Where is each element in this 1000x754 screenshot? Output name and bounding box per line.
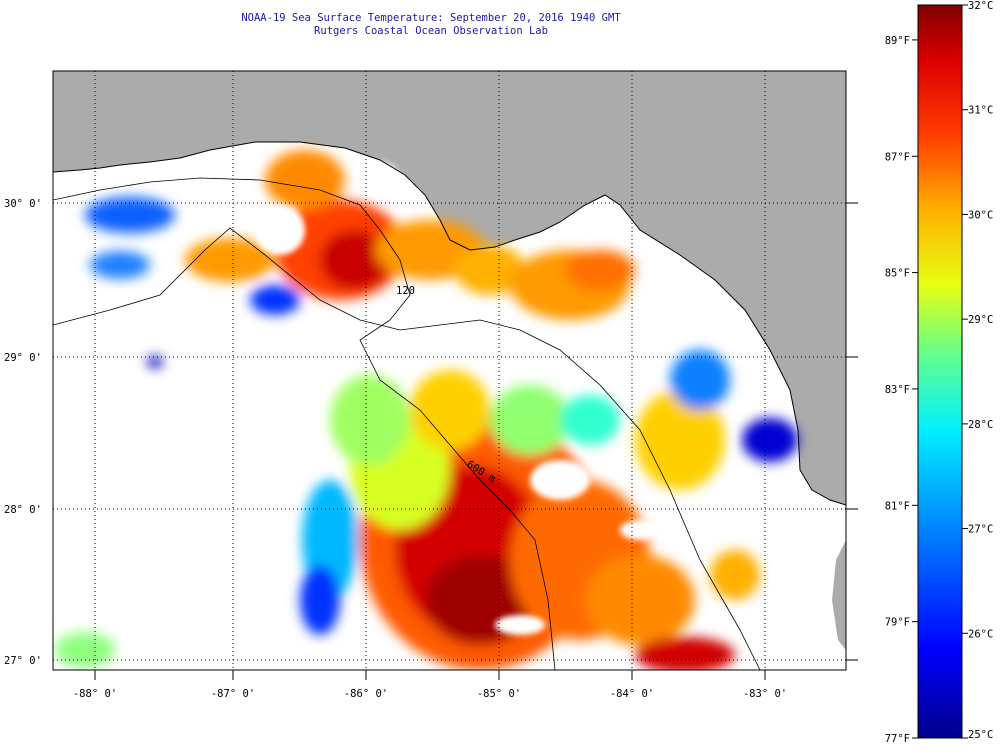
colorbar-label-celsius: 26°C	[968, 628, 993, 640]
sst-patch	[55, 632, 115, 668]
map-frame	[52, 70, 847, 671]
colorbar-label-fahrenheit: 77°F	[885, 733, 910, 745]
sst-patch	[560, 395, 620, 445]
sst-patch	[635, 637, 735, 670]
lat-label: 27° 0'	[4, 655, 42, 667]
colorbar-label-fahrenheit: 81°F	[885, 500, 910, 512]
colorbar-label-celsius: 31°C	[968, 105, 993, 117]
colorbar-label-celsius: 30°C	[968, 209, 993, 221]
sst-patch	[455, 245, 525, 295]
colorbar-label-fahrenheit: 89°F	[885, 35, 910, 47]
sst-patch	[742, 418, 798, 462]
colorbar-label-fahrenheit: 83°F	[885, 384, 910, 396]
sst-patch	[185, 238, 275, 282]
lon-label: -86° 0'	[344, 688, 388, 700]
lon-label: -87° 0'	[211, 688, 255, 700]
coastline	[53, 141, 846, 506]
land-peninsula-tip	[832, 540, 846, 650]
colorbar-celsius-scale: 32°C 31°C 30°C 29°C 28°C 27°C 26°C 25°C	[962, 0, 993, 741]
sst-patch	[300, 565, 340, 635]
colorbar-label-fahrenheit: 85°F	[885, 268, 910, 280]
colorbar-label-celsius: 25°C	[968, 729, 993, 741]
isobath-120	[53, 227, 761, 670]
isobath-600	[53, 177, 556, 670]
map-title: NOAA-19 Sea Surface Temperature: Septemb…	[241, 12, 621, 24]
cloud-cover	[255, 162, 660, 635]
lat-label: 28° 0'	[4, 504, 42, 516]
colorbar-label-celsius: 28°C	[968, 419, 993, 431]
sst-patch	[490, 385, 570, 455]
cloud	[255, 205, 305, 255]
lon-label: -88° 0'	[73, 688, 117, 700]
cloud	[495, 615, 545, 635]
map-area	[53, 71, 846, 670]
sst-patch	[565, 250, 635, 290]
colorbar-label-fahrenheit: 87°F	[885, 151, 910, 163]
sst-patch	[670, 350, 730, 410]
cloud	[370, 315, 510, 355]
cloud	[620, 520, 660, 540]
colorbar-label-fahrenheit: 79°F	[885, 617, 910, 629]
sst-patch	[710, 550, 760, 600]
sst-patch	[250, 285, 300, 315]
sst-patch	[320, 230, 390, 290]
sst-patch	[265, 150, 345, 210]
graticule	[53, 71, 846, 670]
sst-patch	[85, 197, 175, 233]
sst-patch	[410, 370, 490, 450]
sst-field	[55, 150, 798, 670]
sst-patch	[90, 251, 150, 279]
colorbar-label-celsius: 32°C	[968, 0, 993, 12]
lon-label: -85° 0'	[477, 688, 521, 700]
lat-label: 29° 0'	[4, 352, 42, 364]
colorbar-label-celsius: 29°C	[968, 314, 993, 326]
land-north	[53, 71, 846, 505]
map-subtitle: Rutgers Coastal Ocean Observation Lab	[314, 25, 548, 37]
cloud	[530, 460, 590, 500]
sst-patch	[585, 555, 695, 645]
sst-patch	[330, 375, 410, 465]
cloud	[360, 162, 400, 198]
colorbar	[917, 4, 963, 739]
colorbar-label-celsius: 27°C	[968, 524, 993, 536]
contour-label-120: 120	[396, 285, 415, 297]
sst-patch	[147, 356, 163, 368]
colorbar-fahrenheit-scale: 89°F 87°F 85°F 83°F 81°F 79°F 77°F	[885, 35, 918, 745]
lon-label: -84° 0'	[610, 688, 654, 700]
axis-ticks	[94, 202, 858, 680]
lat-label: 30° 0'	[4, 198, 42, 210]
lon-label: -83° 0'	[743, 688, 787, 700]
